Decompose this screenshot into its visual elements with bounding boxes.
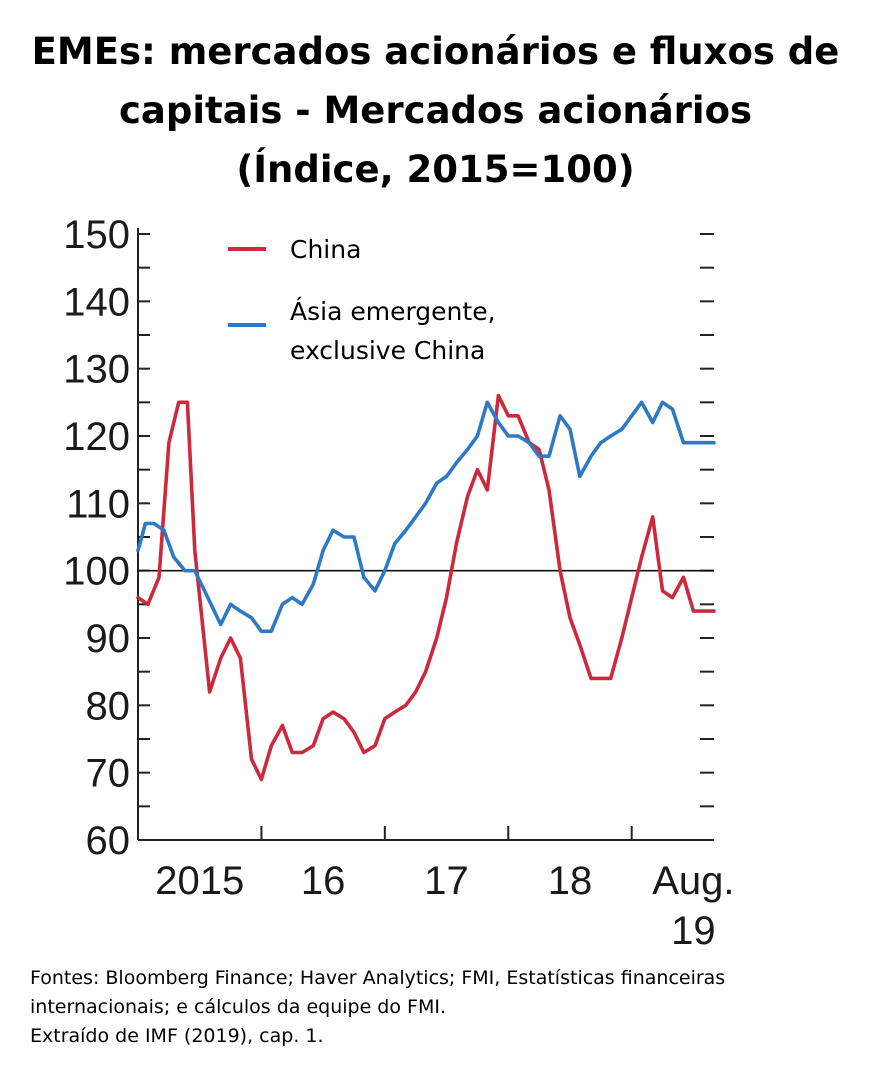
source-line-1: Fontes: Bloomberg Finance; Haver Analyti… <box>30 967 726 989</box>
y-tick-label: 130 <box>63 348 130 392</box>
legend-label-asia-2: exclusive China <box>290 336 485 365</box>
source-line-3: Extraído de IMF (2019), cap. 1. <box>30 1025 324 1047</box>
legend-label-asia: Ásia emergente, <box>290 297 496 326</box>
series-line-asia-emergente <box>136 400 716 634</box>
title-line-1: EMEs: mercados acionários e fluxos de <box>31 30 840 73</box>
x-tick-label: 19 <box>671 909 716 953</box>
y-tick-label: 100 <box>63 550 130 594</box>
legend-label-china: China <box>290 235 361 264</box>
x-tick-label: 18 <box>548 859 593 903</box>
x-tick-label: 17 <box>424 859 469 903</box>
y-tick-label: 60 <box>86 819 131 863</box>
x-tick-label: 16 <box>301 859 346 903</box>
y-tick-label: 110 <box>66 482 130 526</box>
y-tick-label: 150 <box>63 213 130 257</box>
y-tick-label: 80 <box>86 684 131 728</box>
title-line-3: (Índice, 2015=100) <box>236 148 635 191</box>
source-note: Fontes: Bloomberg Finance; Haver Analyti… <box>30 964 860 1051</box>
x-tick-label: Aug. <box>652 859 734 903</box>
source-line-2: internacionais; e cálculos da equipe do … <box>30 996 446 1018</box>
series-line-china <box>136 393 716 782</box>
y-tick-label: 120 <box>63 415 130 459</box>
y-tick-label: 90 <box>86 617 131 661</box>
chart-title: EMEs: mercados acionários e fluxos de ca… <box>0 22 871 199</box>
line-chart: 60 70 80 90 100 110 120 130 140 150 2015 16 17 18 Aug.… <box>63 213 734 953</box>
y-tick-label: 70 <box>86 752 131 796</box>
y-tick-label: 140 <box>63 280 130 324</box>
x-tick-label: 2015 <box>155 859 244 903</box>
title-line-2: capitais - Mercados acionários <box>118 89 753 132</box>
